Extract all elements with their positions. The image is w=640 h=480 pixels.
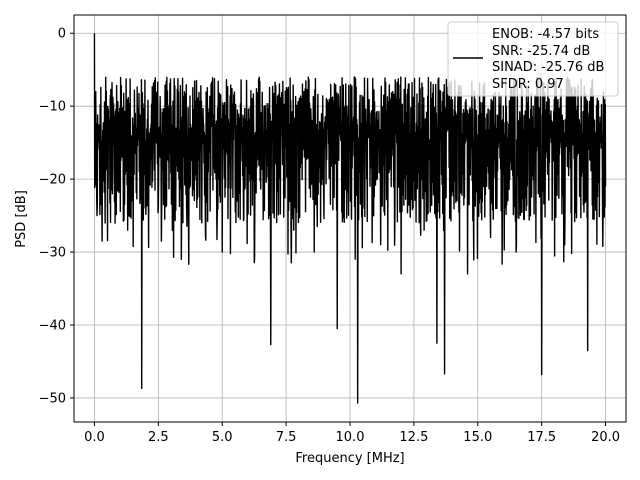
y-tick-label: −50: [39, 391, 66, 406]
y-tick-label: −40: [39, 318, 66, 333]
legend-snr: SNR: -25.74 dB: [492, 44, 590, 59]
x-tick-label: 17.5: [527, 430, 556, 445]
y-axis: 0 −10 −20 −30 −40 −50: [39, 27, 74, 406]
psd-series-line: [93, 33, 607, 404]
y-tick-label: 0: [58, 27, 66, 42]
x-tick-label: 20.0: [591, 430, 620, 445]
y-tick-label: −30: [39, 246, 66, 261]
y-tick-label: −10: [39, 100, 66, 115]
legend-sinad: SINAD: -25.76 dB: [492, 60, 604, 75]
x-tick-label: 7.5: [276, 430, 297, 445]
legend-enob: ENOB: -4.57 bits: [492, 27, 599, 42]
x-tick-label: 15.0: [463, 430, 492, 445]
x-tick-label: 10.0: [336, 430, 365, 445]
x-tick-label: 12.5: [399, 430, 428, 445]
legend: ENOB: -4.57 bits SNR: -25.74 dB SINAD: -…: [447, 21, 619, 97]
x-tick-label: 2.5: [148, 430, 169, 445]
x-axis-label: Frequency [MHz]: [295, 451, 404, 466]
x-tick-label: 0.0: [84, 430, 105, 445]
x-axis: 0.0 2.5 5.0 7.5 10.0 12.5 15.0 17.5 20.0: [84, 422, 620, 445]
x-tick-label: 5.0: [212, 430, 233, 445]
y-tick-label: −20: [39, 173, 66, 188]
y-axis-label: PSD [dB]: [14, 190, 29, 248]
legend-box: [447, 21, 619, 97]
legend-sfdr: SFDR: 0.97: [492, 77, 564, 92]
